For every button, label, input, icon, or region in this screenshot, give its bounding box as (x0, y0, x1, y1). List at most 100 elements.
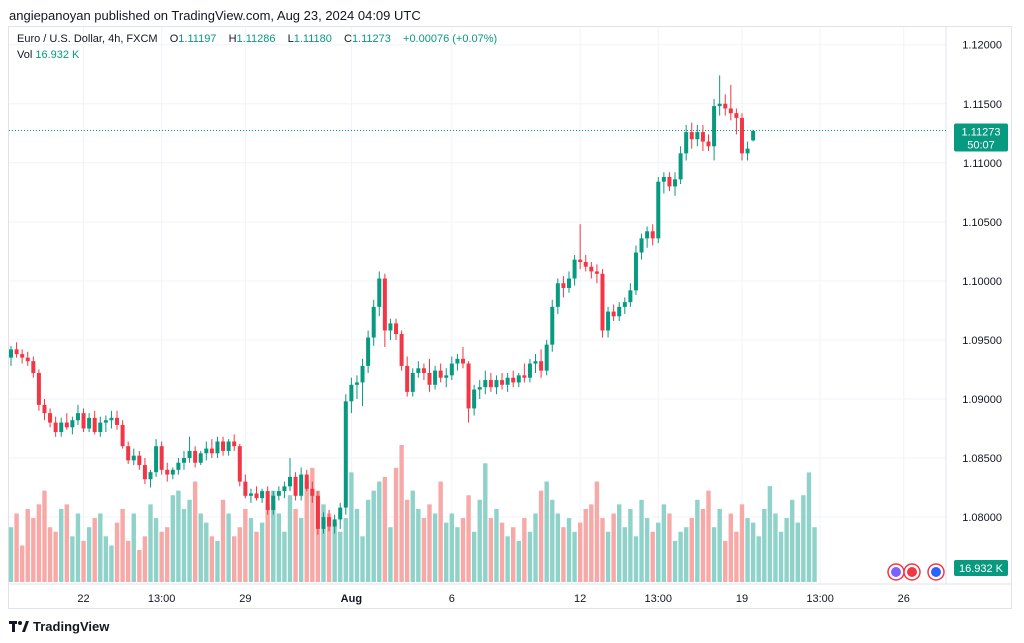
candle (310, 481, 315, 503)
candle (712, 99, 717, 161)
candle-body (282, 486, 287, 492)
candle (276, 486, 281, 501)
candle-body (115, 417, 120, 425)
volume-bar (382, 476, 388, 582)
volume-bar (790, 499, 795, 582)
candle-body (265, 491, 270, 510)
footer-brand[interactable]: TradingView (9, 619, 109, 634)
candle-body (567, 278, 571, 288)
candle-body (460, 358, 465, 364)
volume-bar (371, 490, 376, 582)
candle-body (572, 259, 577, 279)
volume-bar (53, 531, 58, 582)
candle (226, 439, 231, 456)
candle (578, 224, 583, 270)
candle-body (53, 422, 58, 433)
candle (148, 469, 153, 488)
candle-body (617, 306, 622, 317)
volume-bar (98, 513, 103, 582)
volume-bar (689, 518, 694, 582)
volume-bar (600, 518, 605, 582)
volume-bar (321, 504, 326, 582)
candle-body (343, 401, 348, 508)
candle-body (399, 334, 404, 366)
candle (282, 481, 287, 499)
volume-bar (343, 518, 348, 582)
us-flag-event-icon-core (907, 567, 917, 577)
y-tick-label: 1.10500 (962, 217, 1002, 229)
candle (394, 318, 399, 340)
candle-body (416, 368, 421, 373)
candle (70, 416, 75, 435)
volume-bar (566, 518, 572, 582)
candle-body (611, 311, 616, 317)
candle-body (394, 323, 399, 335)
volume-bar (181, 508, 187, 582)
candle (606, 306, 611, 338)
candle (617, 302, 622, 322)
candle (243, 474, 248, 499)
volume-bar (92, 518, 97, 582)
candle-body (31, 361, 36, 373)
candle-body (673, 179, 678, 187)
candle-body (120, 424, 125, 447)
volume-bar (209, 536, 215, 582)
candle (176, 458, 181, 475)
candle-body (237, 446, 242, 482)
candle-body (204, 448, 209, 454)
candle-body (327, 517, 332, 527)
legend-symbol: Euro / U.S. Dollar, 4h, FXCM (17, 33, 158, 45)
candle (126, 441, 131, 464)
candle (25, 351, 30, 366)
volume-bar (633, 536, 639, 582)
candle-body (349, 384, 354, 402)
candle (360, 358, 365, 407)
candle (438, 363, 443, 383)
volume-bar (365, 499, 371, 582)
candle (154, 439, 159, 477)
candle (533, 354, 538, 373)
candle-body (600, 273, 605, 331)
volume-bar (326, 513, 332, 582)
volume-bar (153, 518, 159, 582)
candle-body (544, 344, 549, 371)
candle-body (198, 453, 203, 463)
candle (633, 245, 638, 296)
x-tick-label: 29 (239, 593, 251, 605)
candle (421, 363, 426, 381)
legend-high-label: H (228, 33, 237, 45)
candle (75, 404, 80, 425)
candle (500, 372, 505, 390)
volume-bar (527, 531, 533, 582)
candle-body (589, 266, 594, 272)
candle-body (438, 370, 443, 378)
volume-bar (605, 531, 611, 582)
volume-bar (594, 481, 600, 582)
candle-body (555, 283, 560, 307)
candle-body (472, 389, 477, 409)
candle-body (678, 153, 683, 180)
volume-bar (700, 508, 706, 582)
candle-body (20, 354, 25, 358)
volume-bar (723, 540, 728, 582)
volume-bar (628, 508, 633, 582)
dividend-event-icon (887, 563, 905, 581)
candle-body (578, 259, 583, 262)
volume-bar (70, 536, 75, 582)
x-tick-label: Aug (341, 593, 362, 605)
volume-bar (455, 527, 460, 582)
volume-bar (31, 518, 36, 582)
volume-bar (561, 527, 566, 582)
candle-body (254, 493, 259, 499)
candle (511, 370, 516, 388)
candle (567, 271, 571, 293)
volume-bar (377, 481, 382, 582)
volume-bar (577, 522, 583, 582)
volume-legend: Vol 16.932 K (17, 49, 79, 61)
candle (142, 458, 147, 484)
volume-bar (795, 522, 800, 582)
candle-body (75, 413, 80, 421)
volume-bar (103, 536, 109, 582)
legend-close: 1.11273 (351, 33, 391, 45)
